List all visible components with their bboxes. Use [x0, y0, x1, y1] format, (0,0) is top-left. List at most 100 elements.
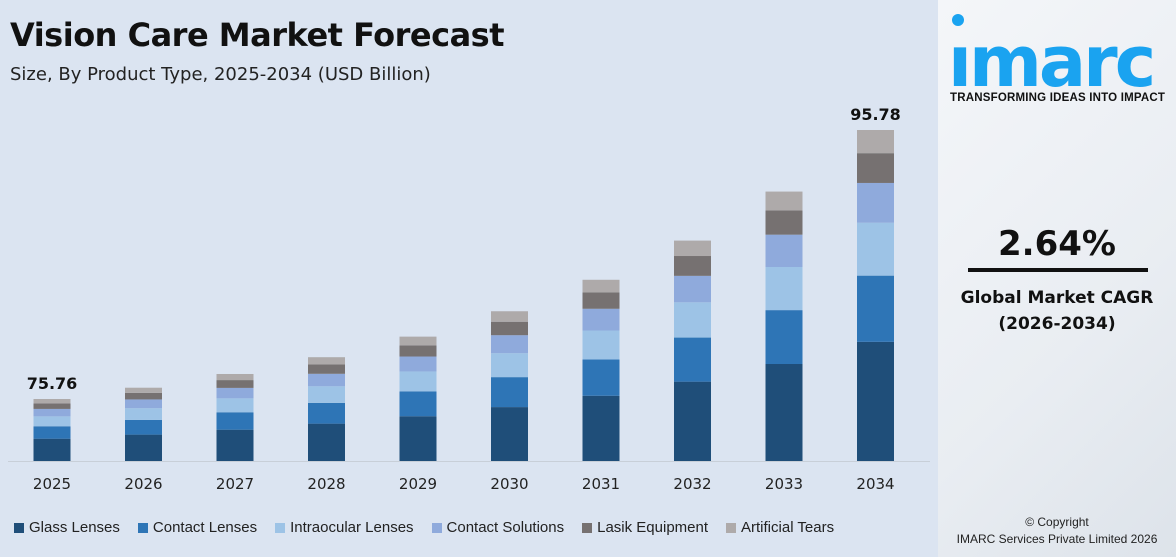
legend: Glass Lenses Contact Lenses Intraocular Le… — [14, 519, 924, 536]
legend-item: Contact Solutions — [431, 519, 565, 536]
bar-segment-glass-lenses-2025 — [33, 438, 71, 461]
bar-segment-contact-lenses-2031 — [582, 359, 620, 396]
bar-segment-lasik-equipment-2027 — [216, 380, 254, 388]
imarc-logo: ımarc — [948, 14, 1156, 90]
bar-segment-intraocular-lenses-2027 — [216, 398, 254, 413]
bar-segment-contact-lenses-2025 — [33, 426, 71, 439]
bar-segment-intraocular-lenses-2025 — [33, 416, 71, 427]
legend-item: Contact Lenses — [137, 519, 258, 536]
bar-segment-artificial-tears-2031 — [582, 279, 620, 293]
bar-segment-intraocular-lenses-2029 — [399, 371, 437, 392]
bar-segment-contact-solutions-2033 — [765, 234, 803, 268]
x-tick-label: 2033 — [765, 475, 803, 493]
copyright-label: © Copyright — [1025, 515, 1089, 529]
bar-segment-artificial-tears-2033 — [765, 191, 803, 211]
x-tick-label: 2029 — [399, 475, 437, 493]
chart-subtitle: Size, By Product Type, 2025-2034 (USD Bi… — [10, 64, 431, 85]
legend-label: Lasik Equipment — [597, 519, 709, 536]
bar-segment-artificial-tears-2030 — [491, 311, 528, 322]
bar-segment-glass-lenses-2028 — [308, 423, 345, 461]
bar-segment-artificial-tears-2032 — [674, 240, 711, 257]
bar-segment-glass-lenses-2034 — [857, 341, 894, 461]
x-tick-label: 2031 — [582, 475, 620, 493]
total-label: 75.76 — [27, 374, 78, 393]
bar-segment-contact-solutions-2026 — [125, 399, 162, 409]
legend-swatch — [582, 522, 593, 533]
bar-segment-glass-lenses-2029 — [399, 416, 437, 461]
stacked-bar-chart: 2025 75.76 2026 2027 2028 2029 2030 2031 2032 203… — [8, 105, 930, 493]
bar-segment-glass-lenses-2026 — [125, 434, 162, 461]
x-tick-label: 2030 — [490, 475, 528, 493]
bar-segment-contact-solutions-2029 — [399, 356, 437, 372]
bar-segment-lasik-equipment-2028 — [308, 364, 345, 374]
bar-segment-contact-solutions-2027 — [216, 387, 254, 399]
company-name: IMARC Services Private Limited 2026 — [956, 532, 1158, 546]
bar-segment-glass-lenses-2031 — [582, 395, 620, 461]
bar-segment-contact-lenses-2032 — [674, 337, 711, 382]
bar-segment-contact-lenses-2026 — [125, 419, 162, 435]
bar-segment-glass-lenses-2030 — [491, 407, 528, 461]
legend-swatch — [137, 522, 148, 533]
legend-swatch — [726, 522, 737, 533]
bar-segment-intraocular-lenses-2032 — [674, 302, 711, 338]
bar-segment-intraocular-lenses-2033 — [765, 267, 803, 311]
bar-segment-lasik-equipment-2034 — [857, 153, 894, 183]
bar-segment-contact-solutions-2032 — [674, 275, 711, 303]
x-tick-label: 2025 — [33, 475, 71, 493]
bar-segment-lasik-equipment-2029 — [399, 345, 437, 357]
bar-segment-artificial-tears-2025 — [33, 399, 71, 404]
bar-segment-artificial-tears-2034 — [857, 130, 894, 154]
bar-segment-contact-lenses-2033 — [765, 310, 803, 365]
bar-segment-contact-solutions-2031 — [582, 308, 620, 331]
svg-text:ımarc: ımarc — [948, 21, 1153, 90]
bar-segment-contact-solutions-2034 — [857, 182, 894, 223]
legend-item: Lasik Equipment — [582, 519, 708, 536]
legend-label: Intraocular Lenses — [290, 519, 414, 536]
legend-swatch — [275, 522, 286, 533]
bar-segment-artificial-tears-2028 — [308, 357, 345, 365]
legend-label: Glass Lenses — [29, 519, 120, 536]
legend-item: Artificial Tears — [726, 519, 834, 536]
bar-segment-lasik-equipment-2033 — [765, 210, 803, 235]
x-tick-label: 2028 — [307, 475, 345, 493]
bar-segment-artificial-tears-2029 — [399, 336, 437, 346]
bar-segment-contact-solutions-2030 — [491, 335, 528, 354]
bar-segment-intraocular-lenses-2031 — [582, 330, 620, 360]
bar-segment-lasik-equipment-2030 — [491, 321, 528, 336]
bar-segment-intraocular-lenses-2030 — [491, 353, 528, 378]
legend-item: Intraocular Lenses — [275, 519, 414, 536]
legend-label: Contact Lenses — [152, 519, 258, 536]
bar-segment-intraocular-lenses-2028 — [308, 386, 345, 403]
bar-segment-lasik-equipment-2031 — [582, 292, 620, 309]
x-tick-label: 2032 — [673, 475, 711, 493]
legend-label: Contact Solutions — [446, 519, 565, 536]
legend-label: Artificial Tears — [741, 519, 835, 536]
bar-segment-glass-lenses-2032 — [674, 381, 711, 461]
logo-tagline: TRANSFORMING IDEAS INTO IMPACT — [950, 92, 1166, 104]
bar-segment-contact-lenses-2030 — [491, 377, 528, 408]
copyright: © Copyright IMARC Services Private Limit… — [938, 514, 1176, 548]
bar-segment-lasik-equipment-2025 — [33, 403, 71, 409]
x-tick-label: 2027 — [216, 475, 254, 493]
bar-segment-contact-lenses-2027 — [216, 412, 254, 430]
x-tick-label: 2034 — [856, 475, 894, 493]
cagr-value: 2.64% — [998, 224, 1116, 264]
cagr-label-text: Global Market CAGR — [960, 288, 1154, 308]
divider — [968, 268, 1148, 272]
side-panel: ımarc TRANSFORMING IDEAS INTO IMPACT 2.6… — [938, 0, 1176, 557]
total-label: 95.78 — [850, 105, 901, 124]
bar-segment-contact-lenses-2028 — [308, 402, 345, 424]
legend-swatch — [14, 522, 24, 533]
cagr-period: (2026-2034) — [998, 314, 1116, 334]
bar-segment-contact-solutions-2025 — [33, 408, 71, 417]
bar-segment-glass-lenses-2033 — [765, 364, 803, 461]
bar-segment-intraocular-lenses-2034 — [857, 222, 894, 276]
legend-item: Glass Lenses — [14, 519, 120, 536]
legend-swatch — [431, 522, 442, 533]
bar-segment-contact-lenses-2034 — [857, 275, 894, 342]
x-tick-label: 2026 — [124, 475, 162, 493]
bar-segment-contact-lenses-2029 — [399, 391, 437, 417]
bar-segment-artificial-tears-2026 — [125, 387, 162, 393]
bar-segment-intraocular-lenses-2026 — [125, 408, 162, 420]
bar-segment-lasik-equipment-2032 — [674, 256, 711, 276]
